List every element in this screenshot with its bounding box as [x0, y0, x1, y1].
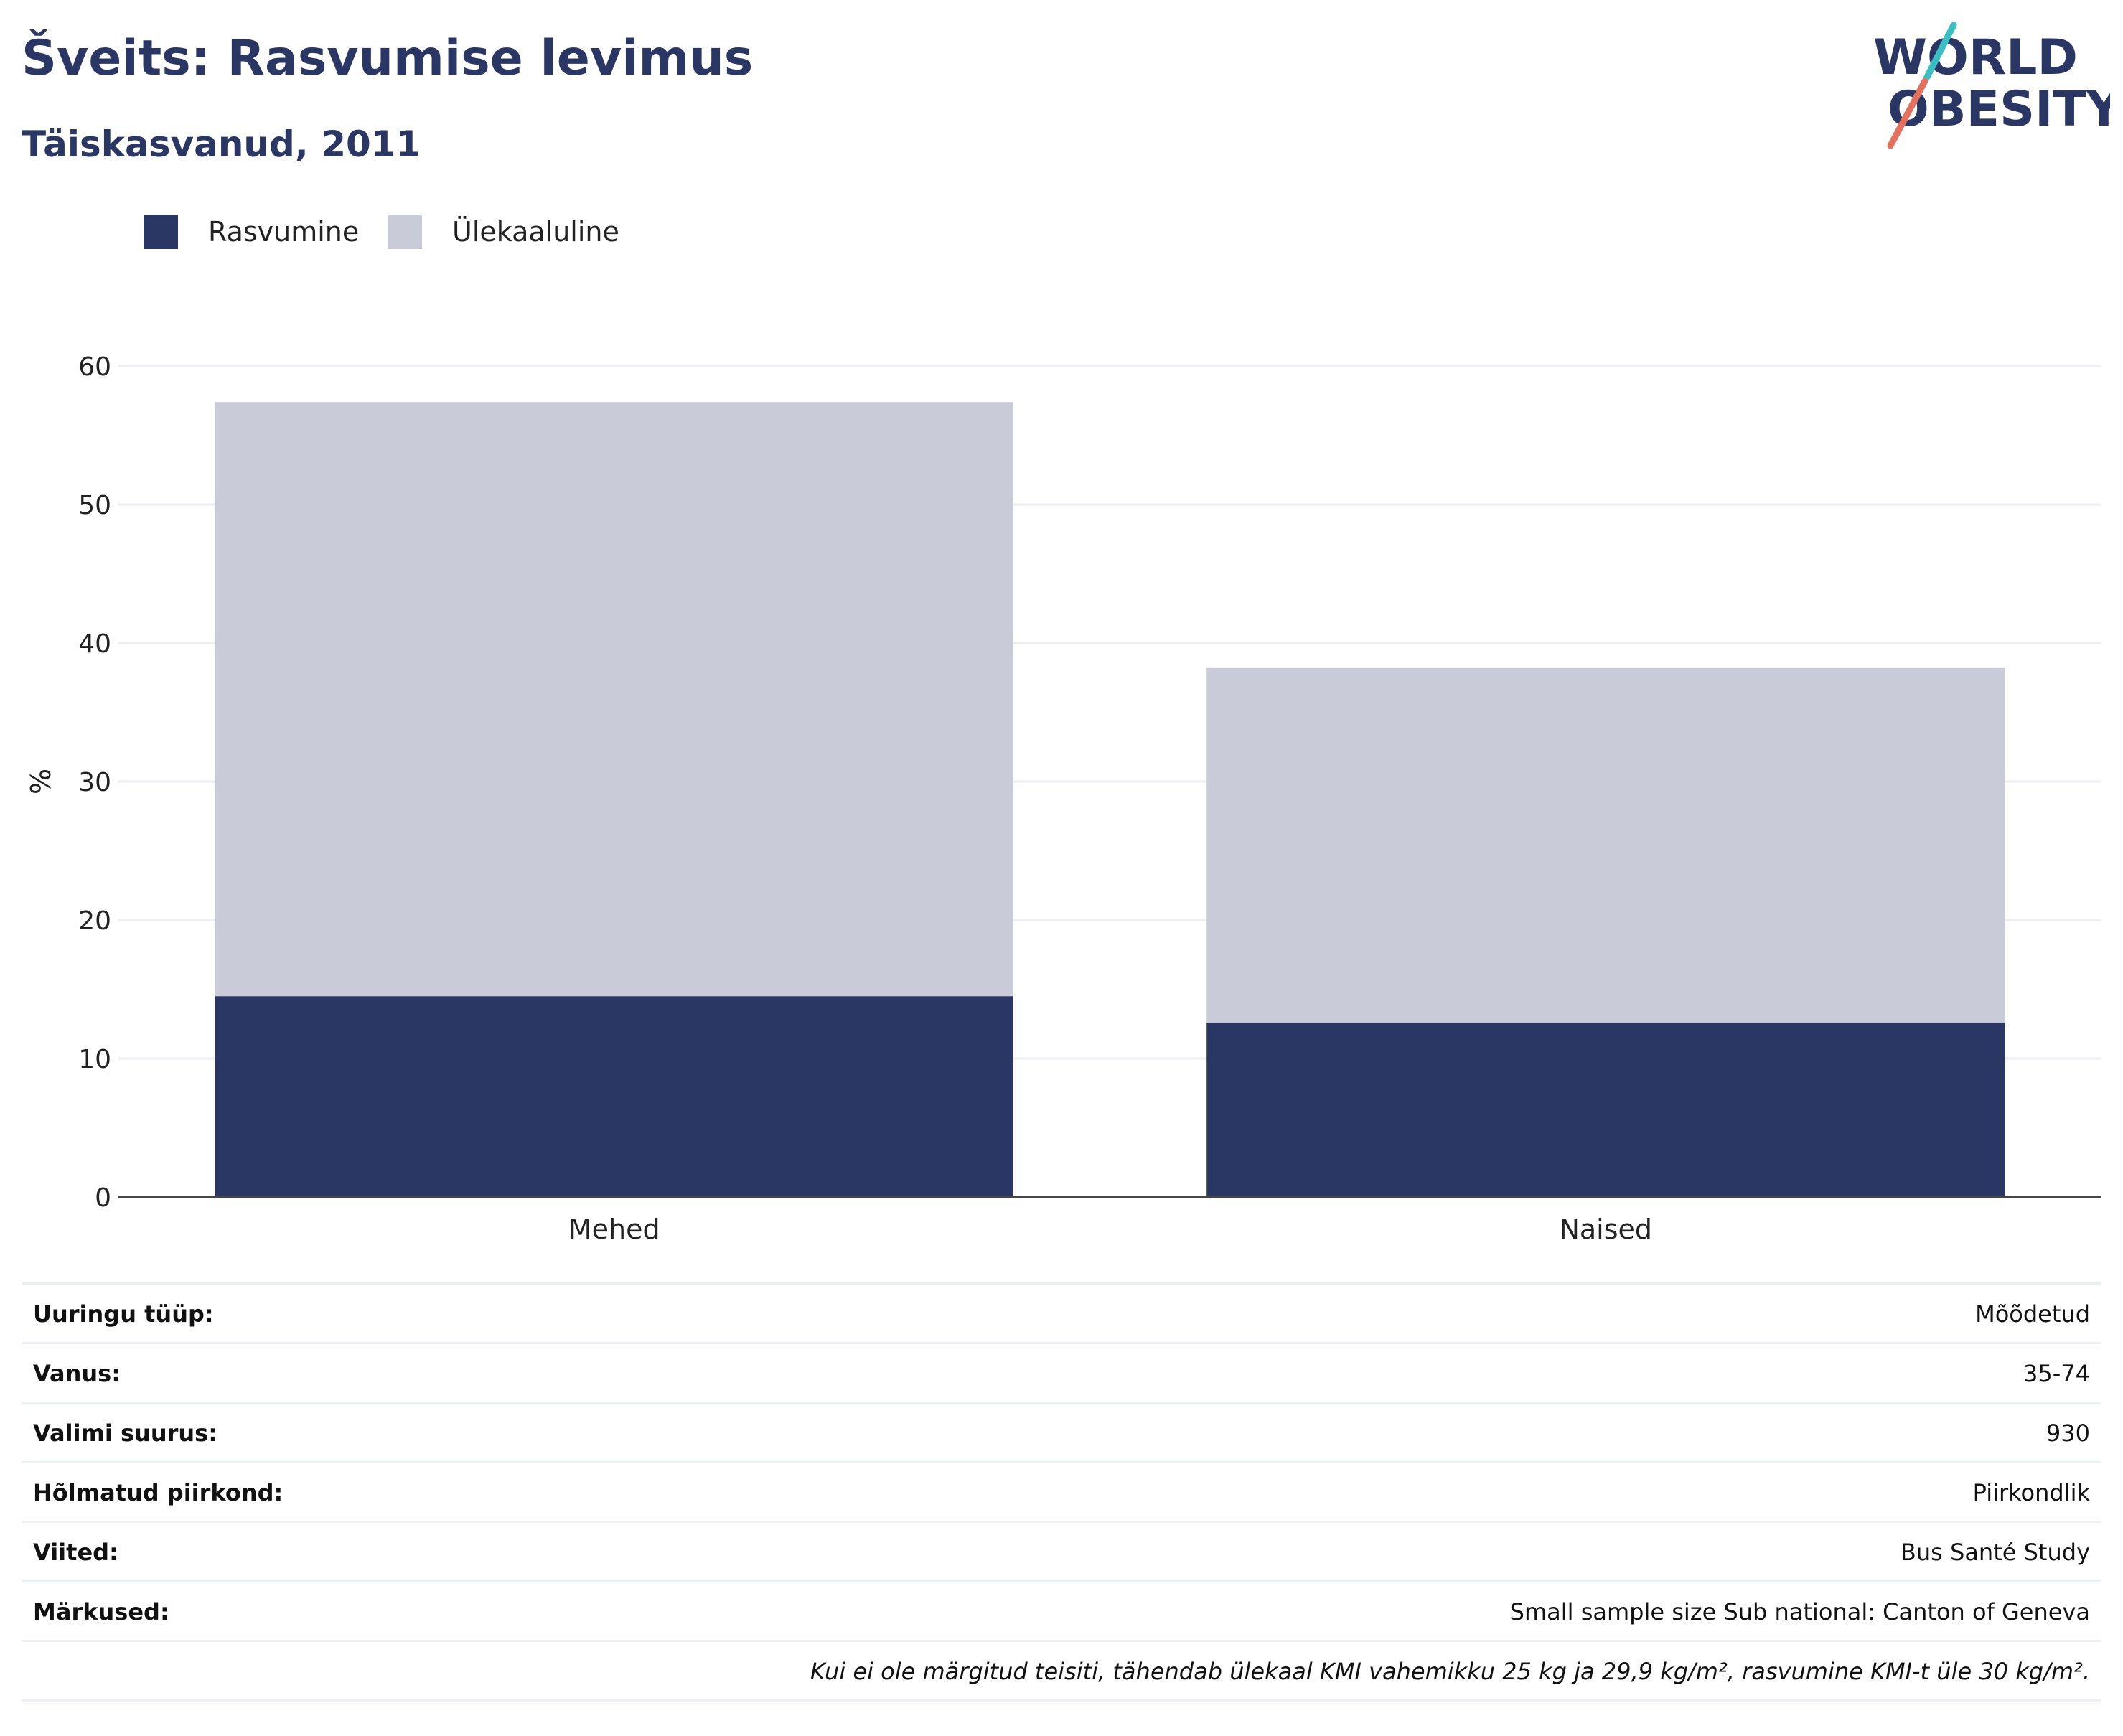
info-row-references: Viited: Bus Santé Study [22, 1523, 2101, 1582]
info-row-age: Vanus: 35-74 [22, 1344, 2101, 1404]
legend-swatch-overweight [388, 215, 422, 249]
y-tick-label: 20 [78, 906, 111, 936]
info-label: Märkused: [33, 1598, 169, 1625]
info-table: Uuringu tüüp: Mõõdetud Vanus: 35-74 Vali… [22, 1282, 2101, 1702]
info-value: Bus Santé Study [1900, 1539, 2090, 1566]
legend-swatch-obesity [144, 215, 178, 249]
bar-obesity-naised [1206, 1022, 2005, 1197]
info-label: Vanus: [33, 1360, 121, 1387]
info-row-notes: Märkused: Small sample size Sub national… [22, 1582, 2101, 1642]
legend-label-overweight: Ülekaaluline [452, 216, 619, 248]
y-tick-label: 10 [78, 1045, 111, 1074]
y-axis-title: % [25, 769, 57, 794]
info-value: Mõõdetud [1975, 1300, 2090, 1328]
chart-subtitle: Täiskasvanud, 2011 [22, 123, 421, 165]
info-value: 35-74 [2023, 1360, 2090, 1387]
x-tick-label: Naised [1559, 1214, 1652, 1245]
info-row-area-covered: Hõlmatud piirkond: Piirkondlik [22, 1463, 2101, 1523]
y-tick-label: 60 [78, 352, 111, 382]
logo-slash-bottom [1887, 78, 1928, 149]
y-tick-label: 30 [78, 768, 111, 797]
info-label: Valimi suurus: [33, 1420, 218, 1447]
world-obesity-logo: WORLD OBESITY [1873, 22, 2110, 149]
bar-overweight-naised [1206, 667, 2005, 1023]
chart-title: Šveits: Rasvumise levimus [22, 30, 754, 87]
x-tick-label: Mehed [568, 1214, 660, 1245]
info-row-survey-type: Uuringu tüüp: Mõõdetud [22, 1285, 2101, 1344]
info-value: Small sample size Sub national: Canton o… [1509, 1598, 2090, 1625]
bar-obesity-mehed [215, 996, 1013, 1197]
y-tick-label: 0 [95, 1183, 111, 1213]
definition-footnote: Kui ei ole märgitud teisiti, tähendab ül… [810, 1658, 2090, 1685]
y-tick-label: 50 [78, 491, 111, 520]
info-label: Uuringu tüüp: [33, 1300, 214, 1328]
info-value: 930 [2045, 1420, 2090, 1447]
logo-text-line1: WORLD [1873, 29, 2078, 86]
legend-label-obesity: Rasvumine [208, 216, 360, 248]
y-tick-label: 40 [78, 629, 111, 659]
info-value: Piirkondlik [1972, 1479, 2090, 1506]
info-row-sample-size: Valimi suurus: 930 [22, 1404, 2101, 1463]
bar-chart: 0 10 20 30 40 50 60% Mehed Naised [25, 352, 2101, 1245]
bar-overweight-mehed [215, 402, 1013, 997]
info-label: Hõlmatud piirkond: [33, 1479, 283, 1506]
logo-text-line2: OBESITY [1888, 81, 2110, 138]
footnote-row: Kui ei ole märgitud teisiti, tähendab ül… [22, 1642, 2101, 1702]
info-label: Viited: [33, 1539, 118, 1566]
logo-slash-top [1921, 22, 1957, 85]
